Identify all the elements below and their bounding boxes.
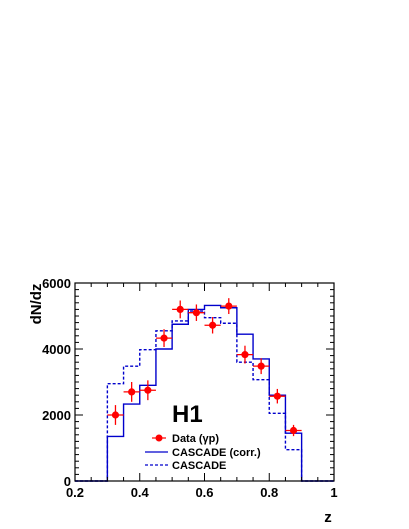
data-point-marker bbox=[144, 386, 152, 394]
data-point bbox=[139, 380, 156, 401]
data-point bbox=[269, 388, 286, 404]
y-axis-label: dN/dz bbox=[28, 284, 45, 325]
data-point bbox=[123, 382, 140, 402]
x-tick-label: 1 bbox=[330, 485, 337, 500]
data-point-marker bbox=[176, 305, 184, 313]
data-point bbox=[188, 304, 205, 321]
legend-label-corr: CASCADE (corr.) bbox=[172, 447, 261, 459]
x-axis-label: z bbox=[324, 509, 332, 526]
legend-label-cascade: CASCADE bbox=[172, 460, 226, 472]
data-points-layer bbox=[107, 298, 302, 437]
ticks-layer bbox=[74, 282, 335, 482]
data-point-marker bbox=[192, 309, 201, 317]
data-point bbox=[220, 298, 237, 315]
data-point-marker bbox=[208, 321, 217, 329]
data-point-marker bbox=[128, 388, 136, 396]
y-tick-label: 6000 bbox=[42, 276, 71, 291]
legend: Data (γp) CASCADE (corr.) CASCADE bbox=[145, 433, 261, 472]
legend-marker-data bbox=[152, 434, 166, 442]
tick-labels-layer: 0.2 0.4 0.6 0.8 1 0 2000 4000 6000 bbox=[42, 276, 338, 500]
data-point bbox=[253, 358, 270, 375]
data-point bbox=[285, 424, 302, 437]
histogram-layer bbox=[75, 304, 334, 482]
y-tick-label: 4000 bbox=[42, 342, 71, 357]
x-tick-label: 0.6 bbox=[195, 485, 213, 500]
data-point-marker bbox=[289, 426, 298, 435]
y-tick-label: 2000 bbox=[42, 408, 71, 423]
data-point bbox=[155, 329, 173, 348]
chart-title: H1 bbox=[172, 401, 203, 428]
data-point-marker bbox=[273, 392, 281, 400]
x-tick-label: 0.8 bbox=[260, 485, 278, 500]
data-point-marker bbox=[160, 334, 168, 342]
data-point-marker bbox=[241, 351, 249, 359]
x-tick-label: 0.4 bbox=[131, 485, 150, 500]
data-point-marker bbox=[257, 362, 265, 370]
histogram-cascade bbox=[75, 310, 334, 482]
data-point bbox=[172, 300, 189, 319]
data-point bbox=[236, 345, 254, 364]
legend-label-data: Data (γp) bbox=[172, 433, 219, 445]
data-point-marker bbox=[225, 302, 233, 310]
data-point-marker bbox=[111, 411, 120, 419]
data-point bbox=[204, 316, 221, 334]
data-point bbox=[107, 405, 124, 425]
y-tick-label: 0 bbox=[64, 474, 71, 489]
histogram-corr bbox=[75, 304, 334, 482]
x-tick-label: 0.2 bbox=[66, 485, 84, 500]
